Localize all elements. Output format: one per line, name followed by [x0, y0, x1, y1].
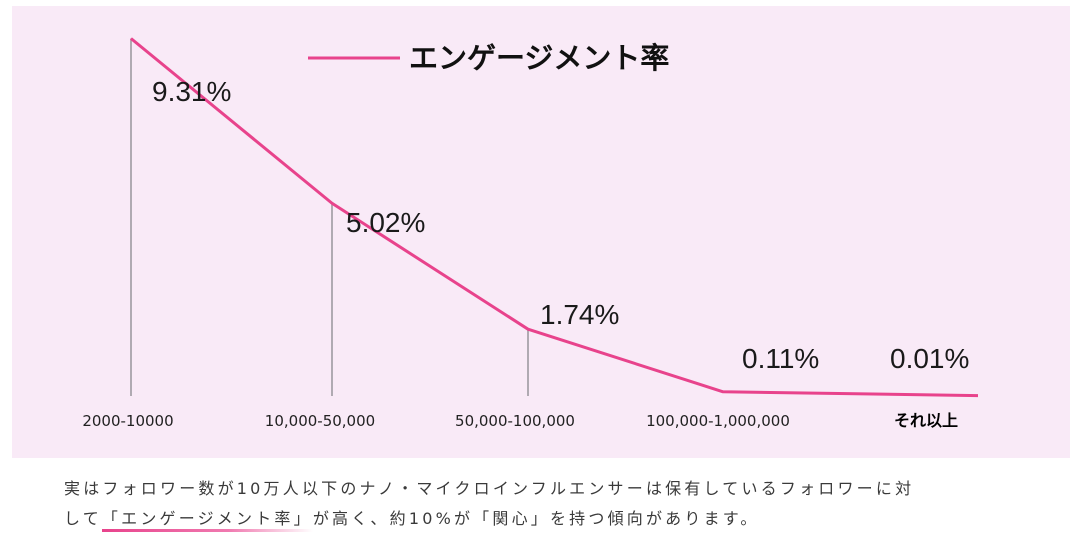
- series-line-engagement-rate: [130, 37, 979, 398]
- caption-line-2-suffix: が高く、約10%が「関心」を持つ傾向があります。: [312, 509, 760, 528]
- value-labels: 9.31% 5.02% 1.74% 0.11% 0.01%: [152, 76, 969, 374]
- caption: 実はフォロワー数が10万人以下のナノ・マイクロインフルエンサーは保有しているフォ…: [64, 474, 1024, 534]
- value-label-5: 0.01%: [890, 343, 969, 374]
- tick-label-5: それ以上: [894, 411, 958, 430]
- tick-label-4: 100,000-1,000,000: [646, 412, 790, 430]
- chart-svg: エンゲージメント率 9.31% 5.02% 1.74% 0.11% 0.01% 2000…: [82, 37, 979, 430]
- value-label-4: 0.11%: [742, 343, 819, 374]
- legend: エンゲージメント率: [308, 41, 669, 75]
- caption-line-2: して「エンゲージメント率」が高く、約10%が「関心」を持つ傾向があります。: [64, 504, 1024, 534]
- chart-panel: エンゲージメント率 9.31% 5.02% 1.74% 0.11% 0.01% 2000…: [12, 6, 1070, 458]
- value-label-2: 5.02%: [346, 207, 425, 238]
- tick-label-1: 2000-10000: [82, 412, 173, 430]
- caption-line-1: 実はフォロワー数が10万人以下のナノ・マイクロインフルエンサーは保有しているフォ…: [64, 479, 915, 498]
- tick-label-3: 50,000-100,000: [455, 412, 575, 430]
- tick-label-2: 10,000-50,000: [265, 412, 375, 430]
- caption-line-2-prefix: して: [64, 509, 102, 528]
- value-label-3: 1.74%: [540, 299, 619, 330]
- value-label-1: 9.31%: [152, 76, 231, 107]
- drop-lines: [130, 38, 529, 396]
- caption-highlight: 「エンゲージメント率」: [101, 509, 313, 532]
- x-axis-tick-labels: 2000-10000 10,000-50,000 50,000-100,000 100…: [82, 411, 958, 430]
- legend-label: エンゲージメント率: [409, 41, 669, 75]
